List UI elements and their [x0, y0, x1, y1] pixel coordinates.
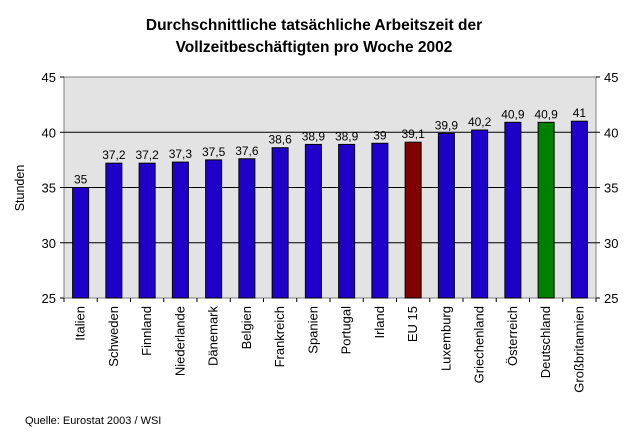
y-tick-label-right: 25	[604, 291, 618, 306]
category-label: EU 15	[405, 306, 420, 342]
data-label: 39,1	[401, 127, 425, 141]
chart-title-line-1: Durchschnittliche tatsächliche Arbeitsze…	[146, 17, 482, 34]
category-label: Österreich	[505, 306, 520, 366]
y-tick-label-right: 35	[604, 181, 618, 196]
y-tick-label-right: 30	[604, 236, 618, 251]
bar	[504, 121, 522, 299]
bar	[404, 141, 422, 299]
bars	[72, 120, 588, 299]
bar	[471, 129, 489, 299]
data-label: 40,9	[501, 107, 525, 121]
data-label: 37,6	[235, 144, 259, 158]
category-label: Finnland	[139, 306, 154, 356]
category-label: Portugal	[339, 306, 354, 355]
bar	[537, 121, 555, 299]
category-label: Irland	[372, 306, 387, 339]
bar	[72, 187, 90, 299]
y-tick-label-left: 30	[42, 236, 56, 251]
bar	[238, 158, 256, 299]
bar	[437, 132, 455, 299]
data-label: 37,5	[202, 145, 226, 159]
y-axis-right: 25 30 35 40 45	[596, 70, 618, 306]
chart-title-line-2: Vollzeitbeschäftigten pro Woche 2002	[176, 39, 453, 56]
data-label: 40,9	[534, 107, 558, 121]
x-axis-categories: Italien Schweden Finnland Niederlande Dänema…	[63, 298, 597, 393]
category-label: Deutschland	[538, 306, 553, 378]
bar	[205, 159, 223, 299]
y-tick-label-left: 35	[42, 181, 56, 196]
data-label: 38,9	[335, 129, 359, 143]
bar	[171, 161, 189, 299]
category-label: Griechenland	[472, 306, 487, 383]
y-axis-title: Stunden	[13, 165, 27, 212]
bar	[138, 162, 156, 299]
data-label: 37,2	[135, 148, 159, 162]
bar	[105, 162, 123, 299]
bar	[371, 142, 389, 299]
data-label: 37,2	[102, 148, 126, 162]
data-label: 40,2	[468, 115, 492, 129]
data-label: 38,9	[302, 129, 326, 143]
data-label: 38,6	[268, 133, 292, 147]
category-label: Schweden	[106, 306, 121, 367]
y-axis-left: 25 30 35 40 45	[42, 70, 64, 306]
y-tick-label-right: 40	[604, 125, 618, 140]
y-tick-label-left: 40	[42, 125, 56, 140]
bar	[304, 143, 322, 299]
category-label: Großbritannien	[571, 306, 586, 393]
y-tick-label-right: 45	[604, 70, 618, 85]
bar	[271, 147, 289, 299]
data-label: 35	[74, 173, 88, 187]
category-label: Spanien	[305, 306, 320, 354]
data-label: 39,9	[435, 118, 459, 132]
category-label: Dänemark	[206, 306, 221, 366]
bar	[338, 143, 356, 299]
y-tick-label-left: 45	[42, 70, 56, 85]
data-label: 37,3	[169, 147, 193, 161]
data-labels: 35 37,2 37,2 37,3 37,5 37,6 38,6 38,9 38,9 39 39,1…	[74, 106, 586, 186]
data-label: 39	[373, 128, 387, 142]
y-tick-label-left: 25	[42, 291, 56, 306]
chart-title: Durchschnittliche tatsächliche Arbeitsze…	[146, 17, 482, 56]
category-label: Niederlande	[172, 306, 187, 376]
category-label: Italien	[73, 306, 88, 341]
data-label: 41	[573, 106, 587, 120]
category-label: Belgien	[239, 306, 254, 349]
category-label: Luxemburg	[438, 306, 453, 371]
bar	[570, 120, 588, 299]
source-note: Quelle: Eurostat 2003 / WSI	[25, 415, 161, 427]
category-label: Frankreich	[272, 306, 287, 367]
